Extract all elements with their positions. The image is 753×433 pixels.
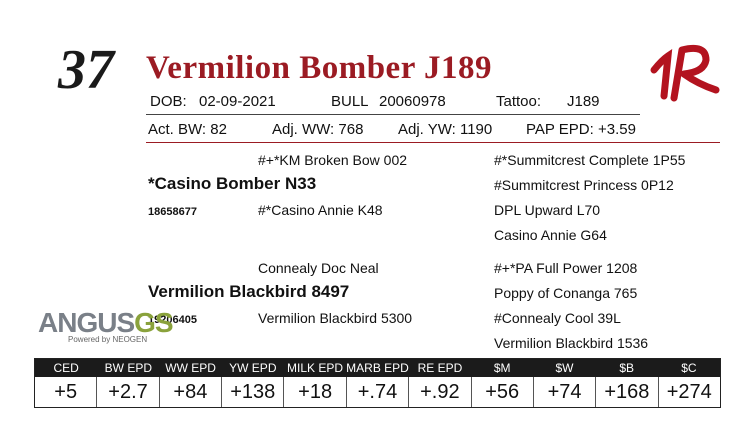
adjusted-yearling-weight: Adj. YW: 1190 <box>398 121 493 138</box>
epd-header-row: CED BW EPD WW EPD YW EPD MILK EPD MARB E… <box>35 359 720 377</box>
epd-header-bw: BW EPD <box>104 361 153 375</box>
dam-dam: Vermilion Blackbird 5300 <box>258 310 413 326</box>
angus-gs-logo: ANGUSGS Powered by NEOGEN <box>38 307 174 345</box>
epd-value-row: +5 +2.7 +84 +138 +18 +.74 +.92 +56 +74 +… <box>35 377 720 407</box>
dam-sire-dam: Poppy of Conanga 765 <box>494 285 638 301</box>
sire-dam: #*Casino Annie K48 <box>258 202 383 218</box>
sire-dam-sire: DPL Upward L70 <box>494 202 601 218</box>
adjusted-weaning-weight: Adj. WW: 768 <box>272 121 364 138</box>
epd-table: CED BW EPD WW EPD YW EPD MILK EPD MARB E… <box>34 358 721 408</box>
epd-value-b: +168 <box>596 377 659 407</box>
epd-header-yw: YW EPD <box>229 361 277 375</box>
epd-header-marb: MARB EPD <box>346 361 409 375</box>
epd-header-ced: CED <box>53 361 79 375</box>
dob-label: DOB: <box>150 93 187 110</box>
sire-sire-dam: #Summitcrest Princess 0P12 <box>494 177 674 193</box>
epd-header-ww: WW EPD <box>165 361 216 375</box>
powered-by-text: Powered by NEOGEN <box>68 335 148 344</box>
epd-value-c: +274 <box>666 381 712 403</box>
lot-number: 37 <box>58 39 114 101</box>
epd-value-milk: +18 <box>284 377 347 407</box>
dam-registration: 19206405 <box>148 314 197 326</box>
epd-header-m: $M <box>493 361 511 375</box>
epd-header-re: RE EPD <box>417 361 463 375</box>
epd-header-w: $W <box>555 361 574 375</box>
tattoo-value: J189 <box>567 93 600 110</box>
dam-sire-sire: #+*PA Full Power 1208 <box>494 260 638 276</box>
sire-sire: #+*KM Broken Bow 002 <box>258 152 408 168</box>
header-divider <box>146 142 720 143</box>
tattoo-label: Tattoo: <box>496 93 542 110</box>
sire-name: *Casino Bomber N33 <box>148 174 317 193</box>
sire-registration: 18658677 <box>148 206 197 218</box>
epd-value-ced: +5 <box>35 377 98 407</box>
epd-value-yw: +138 <box>222 377 285 407</box>
epd-value-marb: +.74 <box>347 377 410 407</box>
pap-epd: PAP EPD: +3.59 <box>526 121 636 138</box>
epd-header-milk: MILK EPD <box>287 361 344 375</box>
dam-dam-dam: Vermilion Blackbird 1536 <box>494 335 649 351</box>
epd-value-m: +56 <box>472 377 534 407</box>
epd-header-b: $B <box>619 361 635 375</box>
angus-wordmark: ANGUS <box>38 307 135 338</box>
actual-birth-weight: Act. BW: 82 <box>148 121 227 138</box>
dam-name: Vermilion Blackbird 8497 <box>148 282 350 301</box>
epd-value-bw: +2.7 <box>97 377 160 407</box>
sex-label: BULL <box>331 93 369 110</box>
info-divider <box>146 114 640 115</box>
dob-value: 02-09-2021 <box>199 93 276 110</box>
epd-value-w: +74 <box>534 377 597 407</box>
sire-sire-sire: #*Summitcrest Complete 1P55 <box>494 152 686 168</box>
epd-value-ww: +84 <box>160 377 223 407</box>
registration-number: 20060978 <box>379 93 446 110</box>
gs-wordmark: GS <box>134 307 173 338</box>
sire-dam-dam: Casino Annie G64 <box>494 227 607 243</box>
animal-name: Vermilion Bomber J189 <box>146 50 492 86</box>
epd-header-c: $C <box>681 361 697 375</box>
dam-sire: Connealy Doc Neal <box>258 260 379 276</box>
ranch-brand-logo <box>648 40 720 111</box>
epd-value-re: +.92 <box>409 377 472 407</box>
dam-dam-sire: #Connealy Cool 39L <box>494 310 621 326</box>
